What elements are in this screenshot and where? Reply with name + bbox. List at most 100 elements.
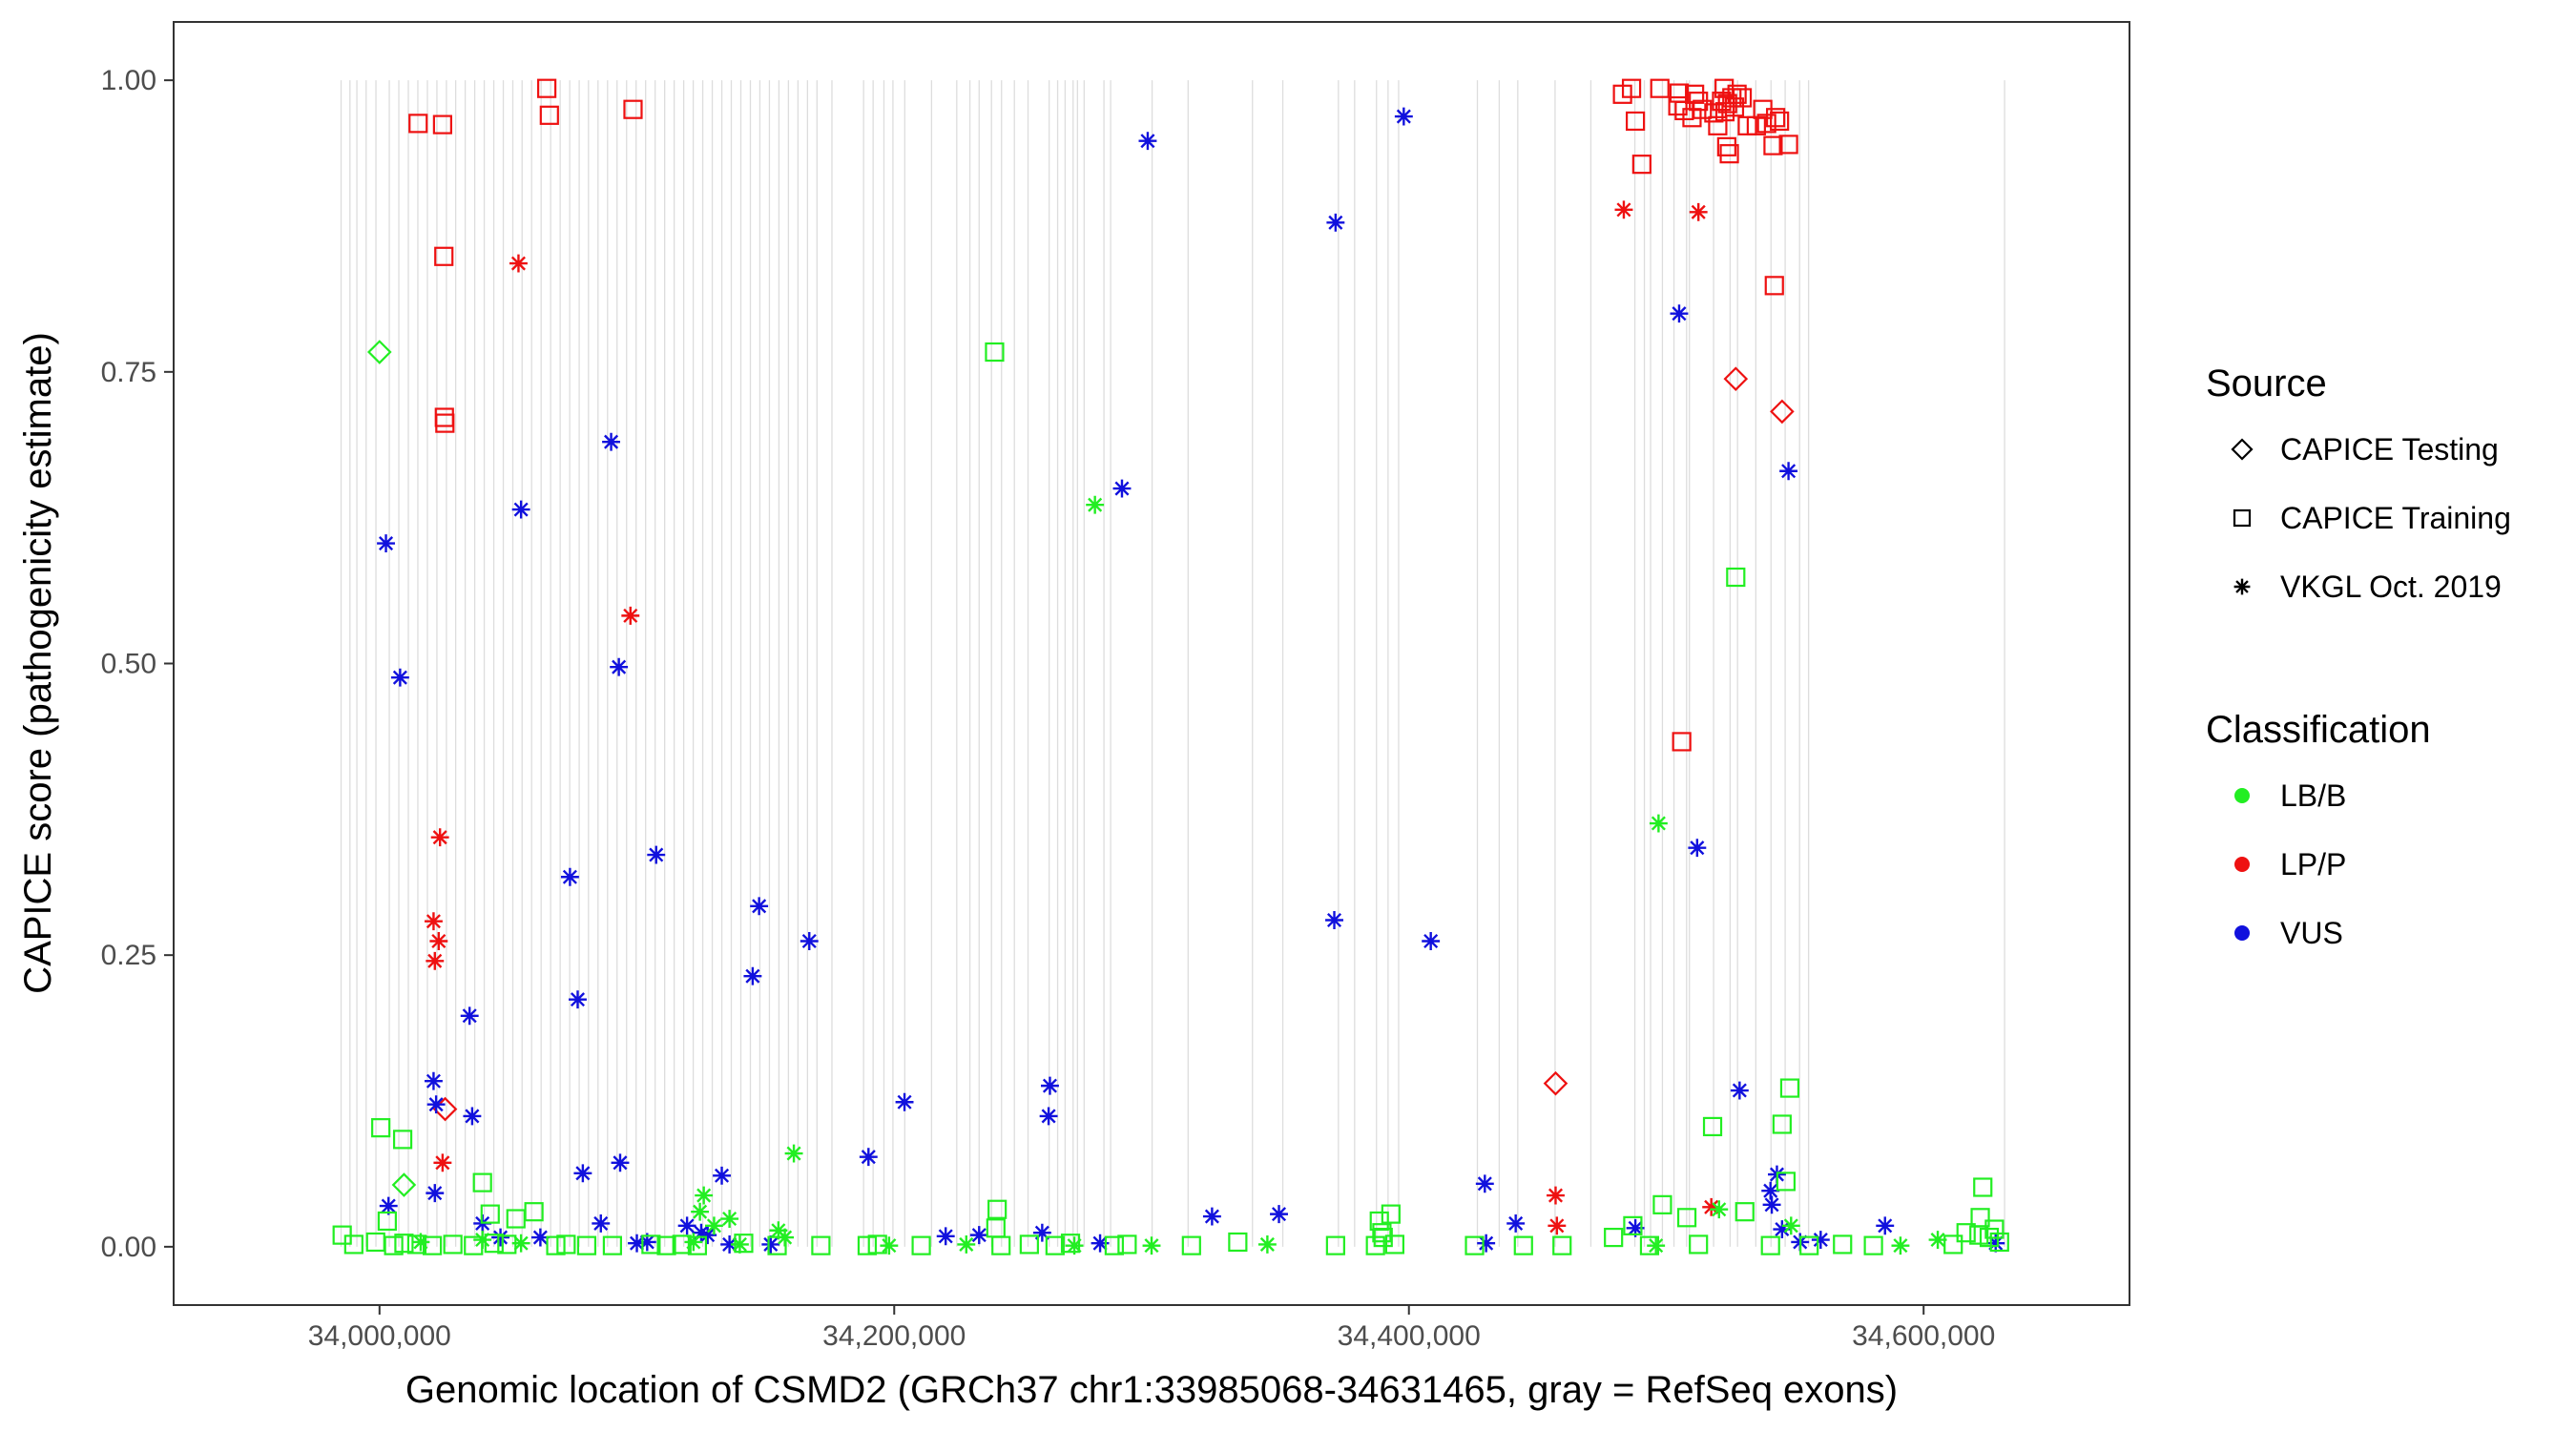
data-point-vus-asterisk — [1202, 1207, 1221, 1226]
data-point-vus-asterisk — [1422, 932, 1441, 950]
legend-title-source: Source — [2206, 363, 2327, 404]
data-point-lp-p-asterisk — [426, 951, 445, 970]
data-point-lb-b-square — [1381, 1204, 1401, 1224]
y-tick-label: 0.75 — [101, 357, 156, 388]
data-point-vus-asterisk — [895, 1092, 914, 1111]
data-point-lp-p-square — [1778, 135, 1798, 155]
data-point-lb-b-diamond — [366, 340, 392, 364]
data-point-lb-b-square — [602, 1235, 623, 1255]
legend-key-lb-b-dot — [2234, 788, 2250, 803]
data-point-vus-asterisk — [463, 1107, 482, 1126]
data-point-vus-asterisk — [859, 1148, 878, 1167]
data-point-vus-asterisk — [1138, 132, 1157, 151]
data-point-lp-p-square — [537, 78, 557, 98]
data-point-lb-b-square — [1623, 1215, 1643, 1235]
data-point-lb-b-square — [1779, 1078, 1800, 1098]
data-point-vus-asterisk — [602, 432, 621, 451]
data-point-lb-b-square — [1979, 1227, 2000, 1248]
data-point-vus-asterisk — [1270, 1205, 1288, 1224]
data-point-lp-p-asterisk — [433, 1153, 452, 1172]
data-point-lb-b-square — [1060, 1234, 1081, 1254]
data-point-lb-b-asterisk — [1257, 1234, 1277, 1254]
data-point-lp-p-square — [1719, 144, 1739, 164]
data-point-vus-asterisk — [377, 534, 395, 553]
data-point-lb-b-asterisk — [1928, 1231, 1947, 1249]
data-point-lp-p-square — [1631, 155, 1652, 175]
data-point-vus-asterisk — [1091, 1234, 1110, 1253]
data-point-lb-b-asterisk — [957, 1234, 976, 1254]
data-point-lp-p-square — [1693, 99, 1713, 119]
data-point-vus-asterisk — [1876, 1216, 1895, 1235]
data-point-lb-b-asterisk — [1065, 1236, 1084, 1255]
legend-key-diamond-icon — [2231, 438, 2254, 461]
data-point-lb-b-square — [443, 1234, 463, 1255]
data-point-vus-asterisk — [750, 897, 769, 916]
data-point-lb-b-square — [857, 1235, 878, 1255]
data-point-vus-asterisk — [426, 1184, 445, 1203]
data-point-lb-b-asterisk — [1647, 1236, 1666, 1255]
data-point-lp-p-asterisk — [1702, 1197, 1721, 1216]
data-point-lb-b-asterisk — [730, 1234, 749, 1254]
x-tick-label: 34,200,000 — [822, 1320, 966, 1352]
data-point-lb-b-asterisk — [695, 1186, 714, 1205]
data-point-vus-asterisk — [761, 1234, 780, 1254]
data-point-lb-b-square — [1384, 1234, 1405, 1255]
data-point-lb-b-square — [384, 1235, 404, 1255]
data-point-lb-b-square — [576, 1235, 597, 1255]
legend-key-lp-p-dot — [2234, 857, 2250, 872]
data-point-lp-p-square — [1650, 78, 1670, 98]
data-point-lb-b-square — [1104, 1235, 1124, 1255]
x-tick-label: 34,400,000 — [1338, 1320, 1481, 1352]
data-point-lb-b-asterisk — [1142, 1236, 1161, 1255]
data-point-vus-asterisk — [698, 1226, 717, 1245]
legend-key-square-icon — [2233, 508, 2252, 528]
data-point-lb-b-square — [343, 1234, 364, 1255]
data-point-lp-p-diamond — [1770, 399, 1795, 425]
data-point-vus-asterisk — [1688, 839, 1707, 858]
data-point-vus-asterisk — [1032, 1223, 1051, 1242]
data-point-lb-b-square — [480, 1204, 500, 1224]
data-point-lp-p-square — [1766, 108, 1786, 128]
y-axis-title: CAPICE score (pathogenicity estimate) — [17, 332, 59, 994]
data-point-vus-asterisk — [1730, 1081, 1749, 1100]
data-point-vus-asterisk — [1670, 304, 1689, 323]
data-point-lp-p-diamond — [1723, 366, 1749, 391]
data-point-vus-asterisk — [379, 1196, 398, 1215]
data-point-lb-b-square — [1513, 1235, 1533, 1255]
data-point-lp-p-asterisk — [1689, 202, 1708, 221]
legend-label-capice-training: CAPICE Training — [2280, 501, 2511, 535]
data-point-lb-b-square — [1228, 1232, 1248, 1253]
data-point-lp-p-asterisk — [509, 254, 528, 273]
data-point-lb-b-square — [1702, 1116, 1723, 1137]
legend-title-classification: Classification — [2206, 709, 2431, 751]
data-point-lb-b-square — [1863, 1235, 1883, 1255]
data-point-lb-b-asterisk — [880, 1236, 899, 1255]
legend-source-keys — [2231, 438, 2254, 595]
data-point-vus-asterisk — [573, 1164, 592, 1183]
data-point-lp-p-square — [1708, 115, 1728, 135]
axes: 34,000,000 34,200,000 34,400,000 34,600,000… — [101, 65, 1996, 1352]
data-point-lb-b-square — [392, 1130, 413, 1150]
x-tick-label: 34,600,000 — [1852, 1320, 1995, 1352]
data-point-lb-b-square — [1652, 1194, 1672, 1214]
data-point-lb-b-square — [1325, 1235, 1345, 1255]
data-point-lb-b-asterisk — [1086, 495, 1105, 514]
data-points — [332, 78, 2009, 1255]
data-point-lb-b-square — [1552, 1235, 1572, 1255]
data-point-vus-asterisk — [426, 1095, 446, 1114]
data-point-lb-b-square — [497, 1234, 517, 1255]
data-point-lb-b-square — [1735, 1202, 1755, 1222]
data-point-lb-b-square — [1676, 1208, 1697, 1228]
data-point-lb-b-asterisk — [1891, 1236, 1910, 1255]
data-point-lb-b-asterisk — [704, 1216, 723, 1235]
data-point-vus-asterisk — [1112, 479, 1132, 498]
data-point-lb-b-square — [1181, 1235, 1201, 1255]
data-point-vus-asterisk — [628, 1234, 646, 1253]
data-point-vus-asterisk — [1761, 1181, 1780, 1200]
data-point-lb-b-asterisk — [473, 1231, 492, 1249]
data-point-lp-p-asterisk — [1614, 200, 1633, 219]
data-point-vus-asterisk — [611, 1153, 630, 1172]
data-point-vus-asterisk — [1325, 911, 1343, 929]
data-point-lb-b-square — [472, 1172, 492, 1192]
